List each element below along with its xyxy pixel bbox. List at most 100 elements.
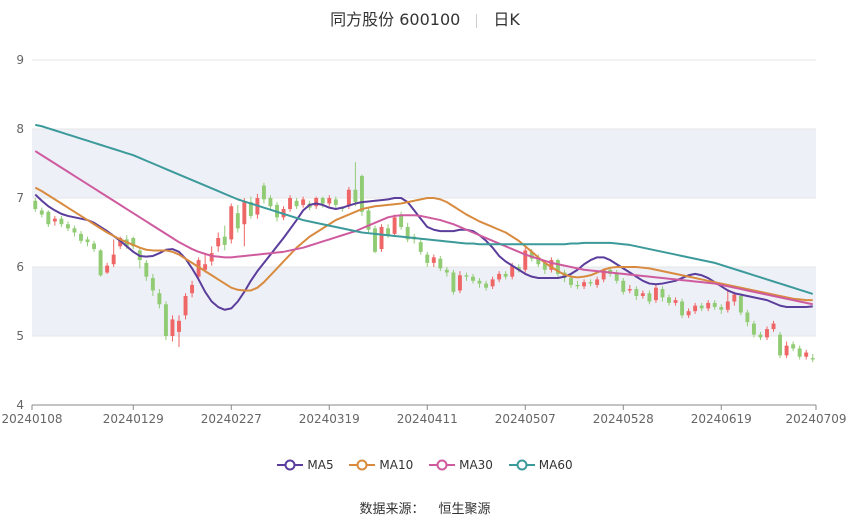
candle-body bbox=[79, 233, 83, 241]
candle-body bbox=[536, 257, 541, 265]
y-tick-label: 8 bbox=[16, 122, 24, 136]
candle-body bbox=[177, 320, 181, 332]
candle-body bbox=[719, 307, 724, 310]
x-tick-label: 20240411 bbox=[397, 412, 458, 426]
candle-body bbox=[627, 289, 632, 291]
candle-body bbox=[804, 352, 809, 357]
candle-body bbox=[373, 228, 377, 252]
candle-body bbox=[118, 238, 123, 247]
candle-body bbox=[497, 273, 502, 280]
candle-body bbox=[333, 199, 338, 205]
candle-body bbox=[203, 264, 208, 270]
candle-body bbox=[170, 319, 175, 336]
ma30-legend-icon bbox=[429, 459, 456, 471]
legend-item-ma30[interactable]: MA30 bbox=[429, 458, 493, 472]
y-tick-label: 7 bbox=[16, 191, 24, 205]
candle-body bbox=[686, 311, 691, 316]
ma60-legend-icon bbox=[508, 459, 535, 471]
candle-body bbox=[464, 275, 469, 277]
candle-body bbox=[261, 185, 266, 200]
candle-body bbox=[379, 226, 384, 250]
legend-label-ma10: MA10 bbox=[379, 458, 414, 472]
candle-body bbox=[386, 228, 391, 236]
candle-body bbox=[46, 211, 51, 225]
candle-body bbox=[699, 305, 704, 309]
candle-body bbox=[216, 238, 221, 247]
candle-body bbox=[418, 242, 423, 252]
x-tick-label: 20240528 bbox=[593, 412, 654, 426]
candle-body bbox=[144, 262, 149, 277]
candle-body bbox=[732, 294, 737, 302]
candle-body bbox=[614, 272, 619, 281]
candle-body bbox=[111, 254, 116, 265]
candle-body bbox=[771, 323, 776, 330]
candle-body bbox=[457, 275, 462, 291]
candle-body bbox=[52, 218, 57, 222]
candle-body bbox=[288, 198, 293, 210]
candle-body bbox=[105, 265, 110, 273]
candle-body bbox=[242, 202, 247, 225]
title-separator bbox=[476, 13, 478, 28]
candle-body bbox=[523, 250, 528, 270]
candle-body bbox=[444, 269, 449, 273]
candle-body bbox=[33, 200, 38, 210]
candle-body bbox=[327, 198, 332, 204]
candle-body bbox=[555, 260, 560, 274]
legend-item-ma10[interactable]: MA10 bbox=[349, 458, 413, 472]
candle-body bbox=[359, 175, 364, 212]
candle-body bbox=[516, 267, 521, 270]
stock-name-code: 同方股份 600100 bbox=[330, 10, 461, 29]
x-tick-label: 20240619 bbox=[691, 412, 752, 426]
ma5-legend-icon bbox=[277, 459, 304, 471]
y-tick-label: 9 bbox=[16, 53, 24, 67]
source-value: 恒生聚源 bbox=[438, 502, 491, 517]
legend-label-ma60: MA60 bbox=[538, 458, 573, 472]
candle-body bbox=[542, 262, 547, 270]
candle-body bbox=[438, 258, 443, 269]
candle-body bbox=[549, 260, 554, 270]
candle-body bbox=[588, 282, 593, 284]
candle-body bbox=[712, 302, 717, 308]
period-label: 日K bbox=[493, 10, 520, 29]
candle-body bbox=[797, 348, 802, 357]
candle-body bbox=[751, 323, 756, 335]
candle-body bbox=[634, 289, 639, 296]
candle-body bbox=[477, 280, 482, 284]
candle-body bbox=[667, 297, 671, 303]
ma10-legend-icon bbox=[349, 459, 376, 471]
legend-label-ma30: MA30 bbox=[459, 458, 493, 472]
candle-body bbox=[392, 217, 397, 234]
candle-body bbox=[431, 257, 436, 263]
x-tick-label: 20240227 bbox=[201, 412, 262, 426]
candle-body bbox=[405, 226, 410, 240]
candle-body bbox=[601, 269, 606, 280]
source-label: 数据来源： bbox=[359, 502, 425, 517]
candle-body bbox=[640, 293, 645, 296]
candle-body bbox=[595, 279, 600, 285]
candle-body bbox=[451, 272, 456, 292]
candle-body bbox=[98, 250, 103, 276]
chart-title: 同方股份 600100 日K bbox=[0, 6, 850, 30]
candle-body bbox=[738, 295, 743, 313]
data-source: 数据来源： 恒生聚源 bbox=[0, 498, 850, 517]
legend-item-ma60[interactable]: MA60 bbox=[508, 458, 573, 472]
grid-band bbox=[32, 267, 816, 336]
candle-body bbox=[59, 218, 64, 225]
legend-item-ma5[interactable]: MA5 bbox=[277, 458, 334, 472]
candle-body bbox=[399, 215, 404, 227]
candle-body bbox=[301, 199, 306, 205]
candle-body bbox=[660, 289, 665, 298]
series-line-ma10 bbox=[34, 186, 813, 302]
y-tick-label: 4 bbox=[16, 398, 24, 412]
candle-body bbox=[680, 301, 685, 316]
candle-body bbox=[582, 282, 587, 287]
candle-body bbox=[621, 280, 626, 292]
x-tick-label: 20240319 bbox=[299, 412, 360, 426]
candle-body bbox=[92, 243, 97, 250]
candle-body bbox=[157, 293, 162, 305]
candle-body bbox=[314, 198, 319, 207]
x-tick-label: 20240129 bbox=[103, 412, 164, 426]
candle-body bbox=[190, 284, 195, 294]
candle-body bbox=[758, 334, 763, 338]
